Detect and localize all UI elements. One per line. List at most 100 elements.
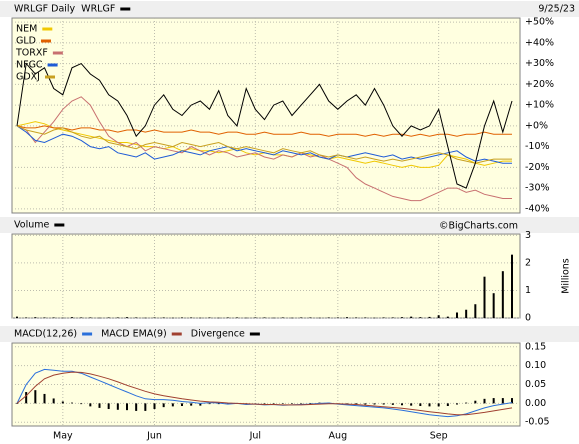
bar bbox=[80, 403, 83, 405]
bar bbox=[199, 317, 202, 319]
bar bbox=[309, 402, 312, 404]
y-tick-label: 0.05 bbox=[525, 379, 546, 390]
bar bbox=[456, 312, 458, 318]
bar bbox=[162, 403, 165, 408]
bar bbox=[474, 400, 477, 404]
bar bbox=[254, 317, 257, 318]
legend-entry: Divergence bbox=[191, 329, 245, 340]
bar bbox=[126, 317, 128, 318]
chart-date: 9/25/23 bbox=[538, 4, 575, 15]
bar bbox=[25, 317, 28, 318]
bar bbox=[382, 317, 385, 318]
series-line bbox=[16, 62, 513, 189]
annotation: ©BigCharts.com bbox=[439, 221, 518, 232]
bar bbox=[52, 317, 55, 318]
bar bbox=[511, 398, 513, 404]
bar bbox=[382, 403, 385, 405]
y-tick-label: +40% bbox=[525, 37, 554, 48]
bar bbox=[16, 403, 18, 404]
panel-header bbox=[0, 1, 579, 17]
bar bbox=[364, 317, 367, 318]
y-tick-label: -10% bbox=[525, 141, 550, 152]
bar bbox=[98, 403, 101, 408]
legend-entry: MACD EMA(9) bbox=[101, 329, 167, 340]
bar bbox=[437, 315, 440, 318]
x-tick-label: Jul bbox=[249, 431, 261, 442]
bar bbox=[171, 403, 174, 407]
bar bbox=[318, 317, 321, 319]
bar bbox=[89, 317, 92, 318]
bar bbox=[373, 403, 376, 405]
bar bbox=[153, 403, 156, 410]
y-tick-label: +0% bbox=[525, 120, 548, 131]
y-tick-label: 0.15 bbox=[525, 341, 546, 352]
bar bbox=[71, 317, 73, 318]
plot-area bbox=[11, 233, 521, 319]
bar bbox=[300, 402, 303, 404]
x-tick-label: Jun bbox=[146, 431, 162, 442]
y-tick-label: -0.05 bbox=[525, 417, 550, 428]
bar bbox=[446, 403, 449, 407]
series-line bbox=[16, 125, 512, 164]
bar bbox=[98, 317, 101, 319]
bar bbox=[272, 317, 275, 319]
y-tick-label: -40% bbox=[525, 203, 550, 214]
bar bbox=[272, 403, 275, 404]
legend-entry: NFGC bbox=[16, 60, 43, 71]
bar bbox=[217, 317, 220, 319]
bar bbox=[181, 317, 183, 318]
bar bbox=[511, 254, 513, 318]
bar bbox=[217, 403, 220, 405]
bar bbox=[492, 398, 495, 404]
plot-area bbox=[11, 17, 521, 214]
bar bbox=[410, 316, 413, 318]
y-tick-label: +20% bbox=[525, 79, 554, 90]
legend-entry: GDXJ bbox=[16, 72, 40, 83]
bar bbox=[52, 398, 55, 404]
bar bbox=[281, 317, 284, 318]
legend-entry: TORXF bbox=[15, 48, 48, 59]
bar bbox=[300, 317, 303, 318]
bar bbox=[107, 403, 110, 410]
bar bbox=[135, 317, 138, 318]
series-line bbox=[16, 125, 512, 164]
bar bbox=[291, 403, 293, 404]
bar bbox=[25, 392, 28, 404]
series-line bbox=[16, 371, 513, 416]
bar bbox=[34, 390, 37, 404]
bar bbox=[80, 317, 83, 318]
bar bbox=[327, 317, 330, 318]
bar bbox=[16, 316, 18, 318]
bar bbox=[391, 403, 394, 405]
bar bbox=[483, 276, 486, 318]
y-tick-label: 0 bbox=[525, 313, 531, 324]
bar bbox=[355, 403, 358, 405]
bar bbox=[43, 393, 46, 404]
bar bbox=[263, 317, 266, 318]
chart-title: WRLGF Daily bbox=[14, 4, 76, 15]
y-tick-label: +30% bbox=[525, 58, 554, 69]
bar bbox=[181, 403, 183, 407]
bar bbox=[336, 317, 339, 318]
y-tick-label: 0.10 bbox=[525, 360, 546, 371]
bar bbox=[89, 403, 92, 407]
x-tick-label: Aug bbox=[329, 431, 348, 442]
panel-header bbox=[0, 326, 579, 342]
bar bbox=[437, 403, 440, 407]
bar bbox=[428, 316, 431, 318]
series-line bbox=[16, 125, 512, 137]
legend-entry: NEM bbox=[16, 24, 37, 35]
chart-title: Volume bbox=[14, 220, 49, 231]
bar bbox=[355, 317, 358, 318]
bar bbox=[364, 403, 367, 405]
series-line bbox=[16, 96, 512, 202]
bar bbox=[153, 317, 156, 318]
bar bbox=[419, 403, 422, 407]
bar bbox=[281, 403, 284, 404]
bar bbox=[391, 317, 394, 318]
bar bbox=[401, 403, 403, 406]
bar bbox=[162, 317, 165, 318]
bar bbox=[171, 317, 174, 319]
x-tick-label: Sep bbox=[430, 431, 448, 442]
legend-entry: MACD(12,26) bbox=[14, 329, 77, 340]
